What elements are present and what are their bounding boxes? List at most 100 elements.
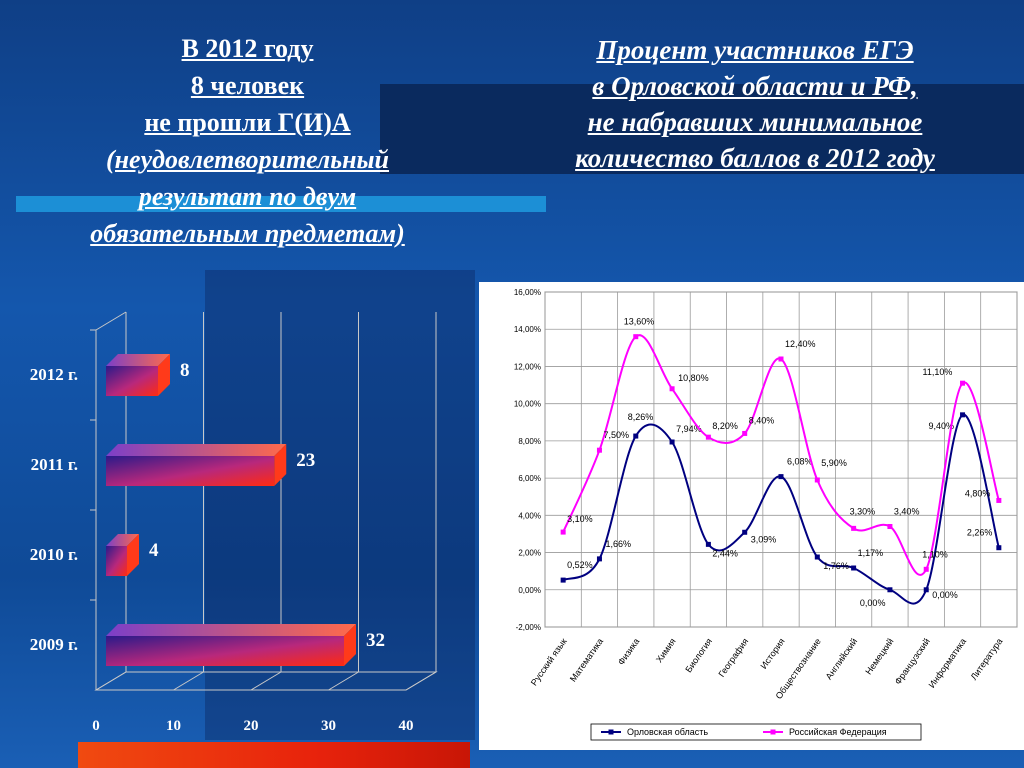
bar-category-label: 2010 г.: [30, 545, 78, 564]
bar-floor-gridline: [405, 671, 437, 691]
y-tick-label: 10,00%: [514, 400, 541, 409]
bar: [106, 456, 275, 486]
left-title-line-5: результат по двум: [138, 182, 357, 211]
bar-floor-gridline: [95, 671, 127, 691]
right-title: Процент участников ЕГЭ в Орловской облас…: [505, 32, 1005, 176]
data-label-rf: 10,80%: [678, 373, 709, 383]
bar: [106, 366, 158, 396]
series-marker-rf: [705, 434, 711, 440]
data-label-rf: 1,10%: [922, 549, 948, 559]
data-label-orel: 0,00%: [932, 590, 958, 600]
bar-x-tick: 0: [92, 718, 100, 734]
series-marker-orel: [960, 412, 966, 418]
data-label-orel: 1,66%: [605, 539, 631, 549]
bar-data-label: 4: [149, 540, 159, 561]
right-title-line-4: количество баллов в 2012 году: [575, 143, 935, 173]
data-label-rf: 5,90%: [821, 458, 847, 468]
left-title: В 2012 году 8 человек не прошли Г(И)А (н…: [20, 30, 475, 252]
bar-data-label: 32: [366, 630, 385, 651]
data-label-rf: 3,40%: [894, 507, 920, 517]
y-tick-label: 4,00%: [518, 511, 541, 520]
bar-end-face: [274, 444, 287, 486]
y-tick-label: 12,00%: [514, 362, 541, 371]
bar-x-tick: 30: [321, 718, 336, 734]
bar: [106, 546, 127, 576]
series-marker-rf: [742, 430, 748, 436]
series-marker-rf: [851, 525, 857, 531]
series-marker-rf: [887, 524, 893, 529]
series-marker-rf: [960, 380, 966, 386]
bar-top-face: [106, 444, 287, 456]
series-marker-orel: [596, 556, 602, 562]
data-label-orel: 1,17%: [858, 548, 884, 558]
series-marker-orel: [560, 577, 566, 583]
data-label-rf: 12,40%: [785, 339, 816, 349]
data-label-orel: 1,76%: [823, 561, 849, 571]
data-label-orel: 0,00%: [860, 598, 886, 608]
data-label-rf: 4,80%: [965, 488, 991, 498]
legend-marker: [770, 729, 776, 735]
bar-data-label: 8: [180, 360, 190, 381]
data-label-orel: 9,40%: [929, 421, 955, 431]
data-label-orel: 7,94%: [676, 424, 702, 434]
bar-top-face: [106, 624, 356, 636]
data-label-rf: 3,10%: [567, 514, 593, 524]
series-marker-rf: [560, 529, 566, 535]
series-marker-orel: [851, 565, 857, 571]
bar-chart: 0 10 20 30 40 8 2012 г. 23 2011 г. 4 2010 г. 32 2009…: [30, 311, 438, 734]
bar-x-tick: 10: [166, 718, 181, 734]
left-title-line-2: 8 человек: [190, 71, 305, 100]
legend-label: Российская Федерация: [789, 727, 887, 737]
series-marker-rf: [778, 356, 784, 362]
left-title-line-6: обязательным предметам): [90, 219, 405, 248]
series-marker-rf: [923, 566, 929, 572]
bar: [106, 636, 344, 666]
data-label-rf: 8,40%: [749, 415, 775, 425]
data-label-rf: 7,50%: [603, 430, 629, 440]
data-label-orel: 0,52%: [567, 560, 593, 570]
data-label-rf: 3,30%: [850, 506, 876, 516]
bar-top-face: [106, 534, 139, 546]
bar-data-label: 23: [296, 450, 315, 471]
y-tick-label: 2,00%: [518, 549, 541, 558]
series-marker-rf: [996, 497, 1002, 503]
data-label-rf: 11,10%: [923, 367, 953, 377]
bar-top-face: [106, 354, 170, 366]
series-marker-orel: [923, 587, 929, 593]
left-title-line-1: В 2012 году: [181, 34, 314, 63]
data-label-orel: 2,26%: [967, 528, 993, 538]
bar-axis-top-edge: [95, 311, 127, 331]
series-marker-rf: [669, 386, 675, 392]
bottom-red-bar: [78, 742, 470, 768]
series-marker-rf: [633, 334, 639, 340]
bar-end-face: [158, 354, 170, 396]
bar-x-tick: 20: [244, 718, 259, 734]
data-label-orel: 2,44%: [712, 548, 738, 558]
series-marker-orel: [669, 439, 675, 445]
series-marker-orel: [633, 433, 639, 439]
legend-marker: [608, 729, 614, 735]
bar-end-face: [127, 534, 139, 576]
legend-box: [590, 723, 922, 741]
bar-floor-gridline: [250, 671, 282, 691]
bar-category-label: 2009 г.: [30, 635, 78, 654]
bar-category-label: 2011 г.: [31, 455, 78, 474]
data-label-rf: 13,60%: [624, 317, 655, 327]
data-label-rf: 8,20%: [712, 421, 738, 431]
bar-category-label: 2012 г.: [30, 365, 78, 384]
data-label-orel: 6,08%: [787, 457, 813, 467]
line-chart: -2,00% 0,00% 2,00% 4,00% 6,00% 8,00% 10,00% 12,…: [479, 282, 1024, 750]
series-marker-orel: [705, 541, 711, 547]
bar-floor-gridline: [328, 671, 359, 691]
y-tick-label: 0,00%: [518, 586, 541, 595]
bar-x-tick: 40: [399, 718, 414, 734]
series-marker-orel: [887, 587, 893, 593]
left-title-line-3: не прошли Г(И)А: [144, 108, 351, 137]
series-marker-orel: [778, 474, 784, 480]
series-marker-rf: [814, 477, 820, 483]
right-title-line-3: не набравших минимальное: [587, 107, 923, 137]
dark-band-top-right: [380, 84, 1024, 174]
legend-label: Орловская область: [627, 727, 708, 737]
y-tick-label: -2,00%: [516, 623, 541, 632]
series-marker-orel: [996, 545, 1002, 551]
